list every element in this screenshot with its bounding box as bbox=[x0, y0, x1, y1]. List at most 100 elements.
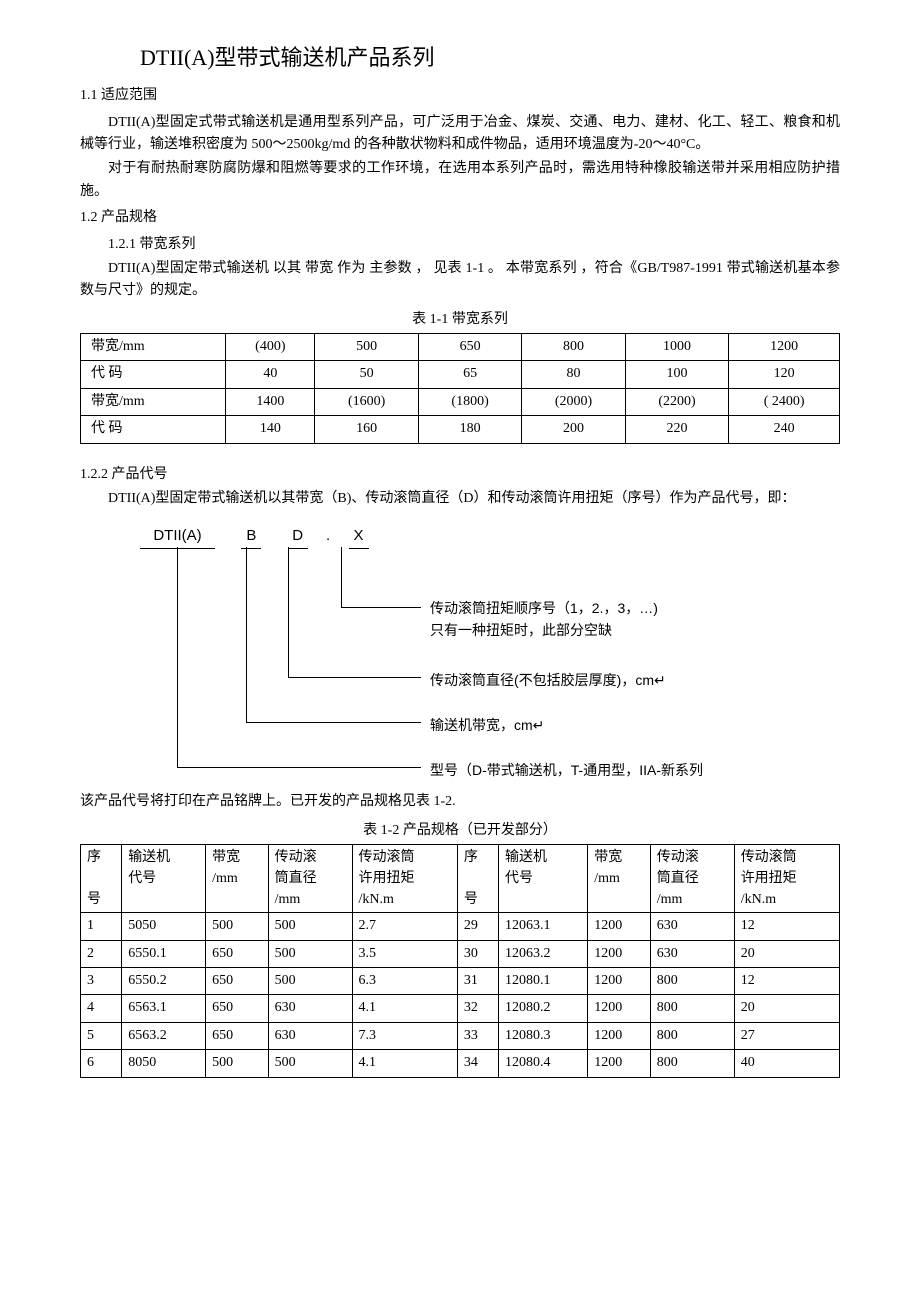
table-cell: 6563.2 bbox=[122, 1022, 206, 1049]
table-cell: 1 bbox=[81, 913, 122, 940]
diagram-label-torque-2: 只有一种扭矩时，此部分空缺 bbox=[430, 619, 612, 641]
table-cell: 20 bbox=[734, 940, 839, 967]
table-row: 带宽/mm (400) 500 650 800 1000 1200 bbox=[81, 334, 840, 361]
heading-1-2-1: 1.2.1 带宽系列 bbox=[80, 234, 840, 256]
table-cell: 630 bbox=[268, 995, 352, 1022]
table-cell: 3.5 bbox=[352, 940, 457, 967]
table-cell: 500 bbox=[268, 940, 352, 967]
table-cell: 140 bbox=[226, 416, 315, 443]
table-cell: 6.3 bbox=[352, 968, 457, 995]
table-cell: 630 bbox=[650, 940, 734, 967]
table-row: 6 8050 500 500 4.1 34 12080.4 1200 800 4… bbox=[81, 1050, 840, 1077]
heading-1-2-2: 1.2.2 产品代号 bbox=[80, 464, 840, 486]
diagram-label-diameter: 传动滚筒直径(不包括胶层厚度)，cm↵ bbox=[430, 669, 666, 691]
table-cell: 800 bbox=[522, 334, 625, 361]
table-cell: 1200 bbox=[588, 913, 651, 940]
table-cell: 代 码 bbox=[81, 416, 226, 443]
table-row: 带宽/mm 1400 (1600) (1800) (2000) (2200) (… bbox=[81, 388, 840, 415]
table-cell: 34 bbox=[457, 1050, 498, 1077]
table-cell: 40 bbox=[734, 1050, 839, 1077]
table-cell: 2 bbox=[81, 940, 122, 967]
table-cell: 4.1 bbox=[352, 995, 457, 1022]
table-cell: 800 bbox=[650, 1050, 734, 1077]
table-bandwidth-series: 带宽/mm (400) 500 650 800 1000 1200 代 码 40… bbox=[80, 333, 840, 444]
para-1-1-2: 对于有耐热耐寒防腐防爆和阻燃等要求的工作环境，在选用本系列产品时，需选用特种橡胶… bbox=[80, 158, 840, 203]
table-header-cell: 传动滚筒 许用扭矩 /kN.m bbox=[734, 845, 839, 913]
table-cell: 1200 bbox=[588, 1022, 651, 1049]
table-cell: 31 bbox=[457, 968, 498, 995]
table-header-cell: 序 号 bbox=[457, 845, 498, 913]
diagram-part-d: D bbox=[288, 524, 308, 549]
page-title: DTII(A)型带式输送机产品系列 bbox=[140, 40, 840, 75]
table-cell: 代 码 bbox=[81, 361, 226, 388]
table-cell: ( 2400) bbox=[729, 388, 840, 415]
table-cell: 2.7 bbox=[352, 913, 457, 940]
table-cell: 500 bbox=[315, 334, 418, 361]
table-cell: 1200 bbox=[729, 334, 840, 361]
table-cell: 160 bbox=[315, 416, 418, 443]
para-1-2-1-1: DTII(A)型固定带式输送机 以其 带宽 作为 主参数 ， 见表 1-1 。 … bbox=[80, 258, 840, 303]
table-product-specs: 序 号 输送机 代号 带宽 /mm 传动滚 筒直径 /mm 传动滚筒 许用扭矩 … bbox=[80, 844, 840, 1077]
table-cell: 27 bbox=[734, 1022, 839, 1049]
table-cell: (1800) bbox=[418, 388, 521, 415]
table-header-cell: 传动滚筒 许用扭矩 /kN.m bbox=[352, 845, 457, 913]
diagram-label-bandwidth: 输送机带宽，cm↵ bbox=[430, 714, 544, 736]
table-header-cell: 带宽 /mm bbox=[588, 845, 651, 913]
table-row: 1 5050 500 500 2.7 29 12063.1 1200 630 1… bbox=[81, 913, 840, 940]
table-row: 4 6563.1 650 630 4.1 32 12080.2 1200 800… bbox=[81, 995, 840, 1022]
table-cell: 80 bbox=[522, 361, 625, 388]
table-cell: 1200 bbox=[588, 968, 651, 995]
diagram-part-x: X bbox=[349, 524, 369, 549]
table-cell: 500 bbox=[268, 968, 352, 995]
diagram-label-torque-1: 传动滚筒扭矩顺序号（1，2.，3，…) bbox=[430, 597, 658, 619]
table-cell: 120 bbox=[729, 361, 840, 388]
table-cell: (1600) bbox=[315, 388, 418, 415]
table-row: 代 码 140 160 180 200 220 240 bbox=[81, 416, 840, 443]
table-cell: 500 bbox=[206, 1050, 269, 1077]
table-cell: 1200 bbox=[588, 995, 651, 1022]
table-cell: 40 bbox=[226, 361, 315, 388]
table-row: 5 6563.2 650 630 7.3 33 12080.3 1200 800… bbox=[81, 1022, 840, 1049]
table-cell: 12 bbox=[734, 968, 839, 995]
table-cell: 12063.2 bbox=[499, 940, 588, 967]
table-cell: 650 bbox=[206, 940, 269, 967]
table-cell: 6550.2 bbox=[122, 968, 206, 995]
table-cell: 630 bbox=[268, 1022, 352, 1049]
table-header-cell: 带宽 /mm bbox=[206, 845, 269, 913]
table-cell: 180 bbox=[418, 416, 521, 443]
table-cell: 7.3 bbox=[352, 1022, 457, 1049]
table-cell: 100 bbox=[625, 361, 728, 388]
table-row: 2 6550.1 650 500 3.5 30 12063.2 1200 630… bbox=[81, 940, 840, 967]
para-1-2-2-1: DTII(A)型固定带式输送机以其带宽（B)、传动滚筒直径（D）和传动滚筒许用扭… bbox=[80, 488, 840, 510]
table-cell: 630 bbox=[650, 913, 734, 940]
table-cell: 650 bbox=[206, 1022, 269, 1049]
table-header-row: 序 号 输送机 代号 带宽 /mm 传动滚 筒直径 /mm 传动滚筒 许用扭矩 … bbox=[81, 845, 840, 913]
table-cell: 200 bbox=[522, 416, 625, 443]
table-cell: 220 bbox=[625, 416, 728, 443]
table-cell: 20 bbox=[734, 995, 839, 1022]
table-cell: 12 bbox=[734, 913, 839, 940]
table-cell: 65 bbox=[418, 361, 521, 388]
table-header-cell: 输送机 代号 bbox=[122, 845, 206, 913]
table-cell: 240 bbox=[729, 416, 840, 443]
table-header-cell: 传动滚 筒直径 /mm bbox=[268, 845, 352, 913]
table-cell: 650 bbox=[206, 995, 269, 1022]
table-cell: 500 bbox=[268, 1050, 352, 1077]
table-cell: 650 bbox=[206, 968, 269, 995]
table-cell: (2200) bbox=[625, 388, 728, 415]
table-cell: (400) bbox=[226, 334, 315, 361]
table-row: 代 码 40 50 65 80 100 120 bbox=[81, 361, 840, 388]
table-cell: 500 bbox=[206, 913, 269, 940]
table-header-cell: 传动滚 筒直径 /mm bbox=[650, 845, 734, 913]
table-cell: 33 bbox=[457, 1022, 498, 1049]
table1-caption: 表 1-1 带宽系列 bbox=[80, 309, 840, 331]
diagram-label-model: 型号（D-带式输送机，T-通用型，IIA-新系列 bbox=[430, 759, 703, 781]
para-1-2-2-2: 该产品代号将打印在产品铭牌上。已开发的产品规格见表 1-2. bbox=[80, 791, 840, 813]
table-cell: 29 bbox=[457, 913, 498, 940]
product-code-diagram: DTII(A) B D . X 传动滚筒扭矩顺序号（1，2.，3，…) 只有一种… bbox=[140, 524, 840, 777]
table-cell: 6563.1 bbox=[122, 995, 206, 1022]
table-cell: 500 bbox=[268, 913, 352, 940]
table-cell: 32 bbox=[457, 995, 498, 1022]
table-cell: 8050 bbox=[122, 1050, 206, 1077]
table-cell: 1200 bbox=[588, 1050, 651, 1077]
